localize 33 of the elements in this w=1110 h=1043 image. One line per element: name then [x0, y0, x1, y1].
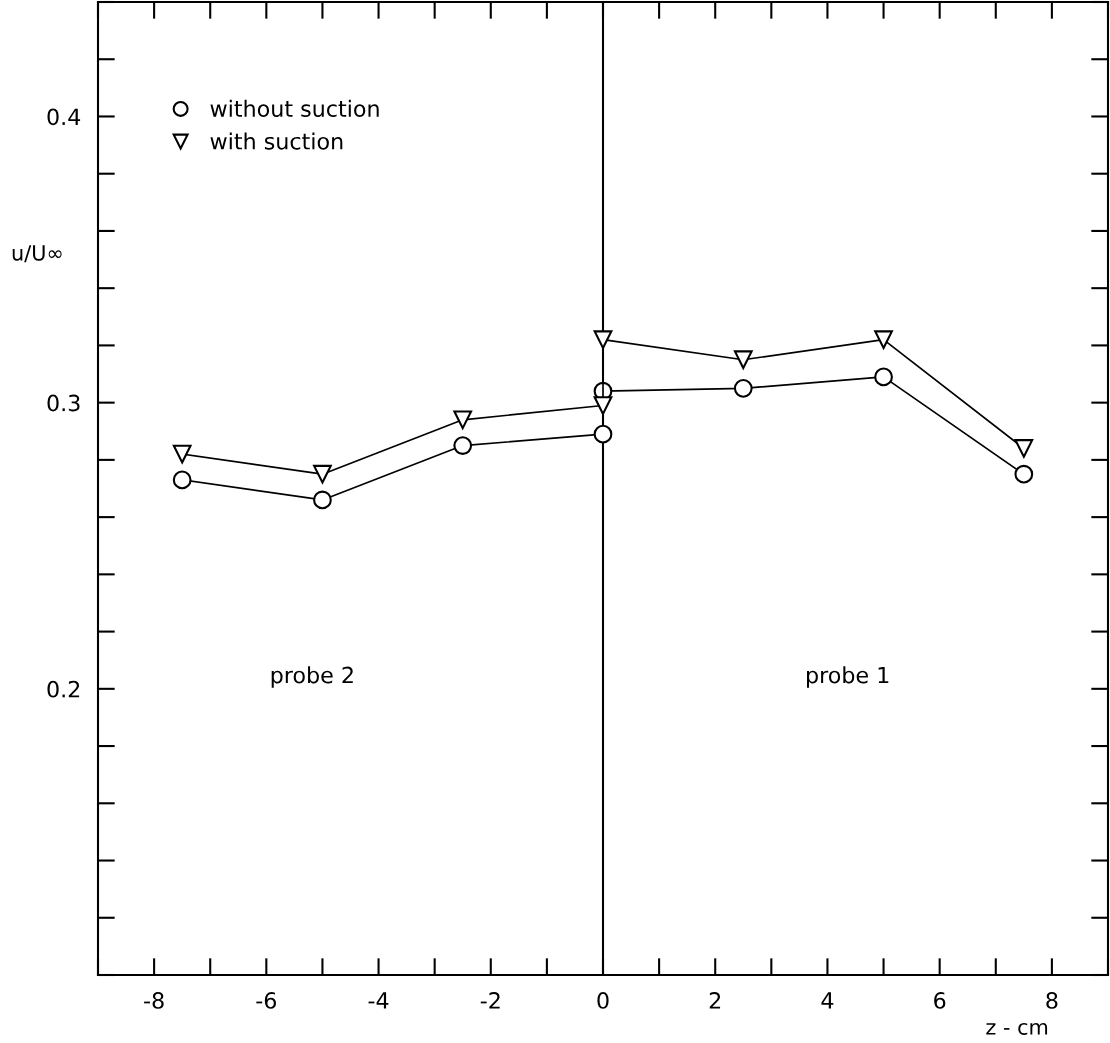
point	[593, 424, 613, 444]
y-axis-title: u/U∞	[12, 245, 62, 263]
point	[733, 378, 753, 398]
point	[733, 350, 753, 370]
x-tick-label: 0	[597, 992, 609, 1009]
point	[172, 444, 192, 464]
point	[172, 470, 192, 490]
x-tick-label: 8	[1046, 992, 1058, 1009]
x-tick-label: 4	[821, 992, 834, 1009]
point	[593, 396, 613, 415]
x-tick-label: -4	[368, 992, 389, 1009]
x-tick-label: 2	[709, 992, 721, 1009]
y-tick-label: 0.2	[47, 680, 80, 698]
annotation: probe 2	[271, 666, 353, 688]
point	[1014, 439, 1034, 458]
y-tick-label: 0.3	[47, 394, 80, 412]
x-tick-label: -2	[480, 992, 500, 1009]
x-tick-label: 6	[934, 992, 946, 1009]
point	[1014, 464, 1034, 484]
point	[453, 436, 473, 455]
point	[313, 464, 332, 484]
annotation: probe 1	[807, 666, 889, 688]
point	[313, 490, 332, 510]
x-tick-label: -8	[144, 992, 164, 1009]
x-tick-label: -6	[256, 992, 277, 1009]
x-axis-title: z - cm	[986, 1022, 1048, 1035]
point	[593, 330, 613, 350]
point	[874, 367, 893, 387]
point	[874, 330, 893, 350]
legend-label: without suction	[210, 99, 379, 118]
y-tick-label: 0.4	[47, 108, 81, 126]
legend-label: with suction	[210, 132, 343, 150]
point	[453, 410, 473, 430]
